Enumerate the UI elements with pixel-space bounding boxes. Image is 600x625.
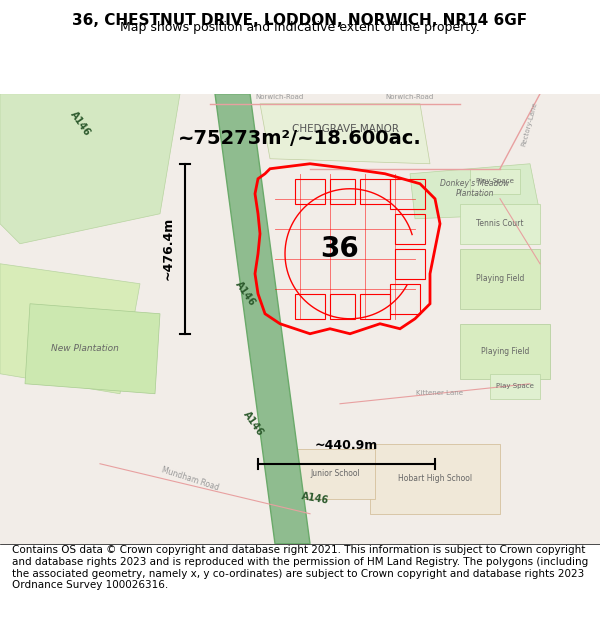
Polygon shape <box>410 164 540 219</box>
Text: A146: A146 <box>241 409 265 438</box>
Text: Hobart High School: Hobart High School <box>398 474 472 483</box>
Text: Play Space: Play Space <box>496 382 534 389</box>
Text: Norwich-Road: Norwich-Road <box>256 94 304 100</box>
Bar <box>330 294 355 319</box>
Bar <box>490 374 540 399</box>
Text: 36: 36 <box>320 235 359 262</box>
Text: New Plantation: New Plantation <box>51 344 119 353</box>
Text: Rectory-Lane: Rectory-Lane <box>520 101 538 147</box>
Text: Junior School: Junior School <box>310 469 360 478</box>
Text: 36, CHESTNUT DRIVE, LODDON, NORWICH, NR14 6GF: 36, CHESTNUT DRIVE, LODDON, NORWICH, NR1… <box>73 13 527 28</box>
Bar <box>470 169 520 194</box>
Text: Mundham Road: Mundham Road <box>160 465 220 492</box>
Text: Contains OS data © Crown copyright and database right 2021. This information is : Contains OS data © Crown copyright and d… <box>12 546 588 590</box>
Bar <box>395 249 425 279</box>
Bar <box>295 179 325 204</box>
Text: Map shows position and indicative extent of the property.: Map shows position and indicative extent… <box>120 21 480 34</box>
Text: Kittener Lane: Kittener Lane <box>416 390 464 396</box>
Bar <box>395 214 425 244</box>
Bar <box>460 249 540 309</box>
Text: Play Space: Play Space <box>476 177 514 184</box>
Text: Tennis Court: Tennis Court <box>476 219 524 228</box>
Bar <box>390 284 420 314</box>
Polygon shape <box>260 104 430 164</box>
Bar <box>360 294 390 319</box>
Bar <box>295 449 375 499</box>
Polygon shape <box>25 304 160 394</box>
Bar <box>295 294 325 319</box>
Polygon shape <box>0 264 140 394</box>
Bar <box>390 179 425 209</box>
Text: A146: A146 <box>301 491 329 506</box>
Text: A146: A146 <box>233 279 257 308</box>
Text: Norwich-Road: Norwich-Road <box>386 94 434 100</box>
Bar <box>330 179 355 204</box>
Text: Playing Field: Playing Field <box>481 348 529 356</box>
Bar <box>360 179 390 204</box>
Bar <box>370 444 500 514</box>
Polygon shape <box>215 94 310 544</box>
Text: ~476.4m: ~476.4m <box>162 217 175 281</box>
Polygon shape <box>0 94 180 244</box>
Text: Playing Field: Playing Field <box>476 274 524 283</box>
Text: Donkey's Meadow
Plantation: Donkey's Meadow Plantation <box>440 179 509 199</box>
Text: ~75273m²/~18.600ac.: ~75273m²/~18.600ac. <box>178 129 422 148</box>
Bar <box>460 204 540 244</box>
Bar <box>460 324 550 379</box>
Text: CHEDGRAVE MANOR: CHEDGRAVE MANOR <box>292 124 398 134</box>
Text: A146: A146 <box>68 109 92 138</box>
Text: ~440.9m: ~440.9m <box>315 439 378 452</box>
